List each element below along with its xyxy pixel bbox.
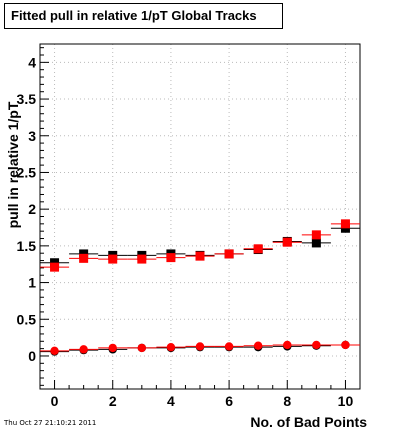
data-point-square — [253, 244, 263, 254]
y-tick-label: 1.5 — [17, 238, 37, 254]
data-point-square — [340, 219, 350, 229]
axis-ticks: 0 2 4 6 8 10 0 0.5 1 1.5 2 2.5 3 3.5 4 — [17, 47, 361, 409]
data-marks — [40, 219, 360, 356]
data-point-circle — [166, 342, 176, 352]
data-point-square — [50, 262, 60, 272]
y-tick-label: 2.5 — [17, 164, 37, 180]
x-tick-label: 0 — [51, 393, 59, 409]
data-point-circle — [312, 340, 321, 350]
grid — [40, 44, 360, 389]
data-point-square — [282, 237, 292, 247]
x-tick-label: 6 — [225, 393, 233, 409]
data-point-circle — [108, 343, 117, 353]
x-tick-label: 4 — [167, 393, 175, 409]
chart-title: Fitted pull in relative 1/pT Global Trac… — [4, 3, 283, 29]
data-point-square — [195, 251, 205, 261]
y-tick-label: 3 — [28, 128, 36, 144]
data-point-circle — [137, 343, 147, 353]
timestamp: Thu Oct 27 21:10:21 2011 — [4, 419, 97, 427]
y-tick-label: 2 — [28, 201, 36, 217]
y-tick-label: 4 — [28, 54, 36, 70]
y-tick-label: 0.5 — [17, 311, 37, 327]
data-point-square — [311, 230, 321, 240]
data-point-square — [166, 253, 176, 263]
data-point-circle — [224, 342, 234, 351]
plot-frame — [39, 43, 361, 390]
x-tick-label: 2 — [109, 393, 117, 409]
data-point-circle — [341, 340, 350, 350]
x-tick-label: 10 — [338, 393, 354, 409]
y-axis-label: pull in relative 1/pT — [5, 101, 21, 228]
data-point-circle — [195, 342, 205, 351]
data-point-square — [311, 238, 321, 248]
y-tick-label: 3.5 — [17, 91, 37, 107]
data-point-circle — [79, 345, 88, 354]
y-tick-label: 1 — [28, 275, 36, 291]
x-tick-label: 8 — [283, 393, 291, 409]
data-point-square — [108, 254, 118, 264]
data-point-square — [79, 253, 89, 263]
data-point-circle — [283, 340, 292, 350]
data-point-circle — [253, 341, 263, 350]
x-axis-label: No. of Bad Points — [250, 414, 367, 430]
data-point-circle — [50, 346, 59, 356]
data-point-square — [137, 254, 147, 264]
data-point-square — [224, 249, 234, 259]
y-tick-label: 0 — [28, 348, 36, 364]
